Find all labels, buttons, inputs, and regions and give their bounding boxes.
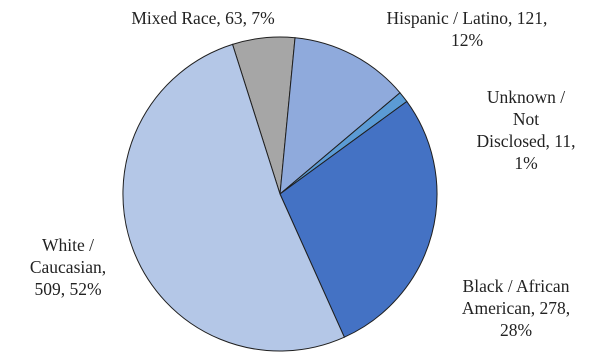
data-label-line: 1% — [514, 153, 537, 173]
data-label-line: American, 278, — [462, 298, 570, 318]
data-label-line: 509, 52% — [34, 279, 101, 299]
data-label-line: Unknown / — [487, 87, 565, 107]
data-label-line: 12% — [451, 30, 483, 50]
pie-slices — [123, 37, 437, 351]
data-label-unknown-not-disclosed: Unknown / Not Disclosed, 11, 1% — [477, 87, 576, 173]
data-label-black-african-american: Black / African American, 278, 28% — [462, 276, 570, 340]
data-label-line: Caucasian, — [30, 257, 106, 277]
data-label-line: 28% — [500, 320, 532, 340]
data-label-line: Hispanic / Latino, 121, — [387, 8, 548, 28]
data-label-line: Disclosed, 11, — [477, 131, 576, 151]
data-label-mixed-race: Mixed Race, 63, 7% — [131, 8, 274, 28]
data-label-line: White / — [42, 235, 94, 255]
data-label-line: Not — [513, 109, 539, 129]
data-label-hispanic-latino: Hispanic / Latino, 121, 12% — [387, 8, 548, 50]
data-label-line: Mixed Race, 63, 7% — [131, 8, 274, 28]
data-label-line: Black / African — [463, 276, 570, 296]
data-label-white-caucasian: White / Caucasian, 509, 52% — [30, 235, 106, 299]
